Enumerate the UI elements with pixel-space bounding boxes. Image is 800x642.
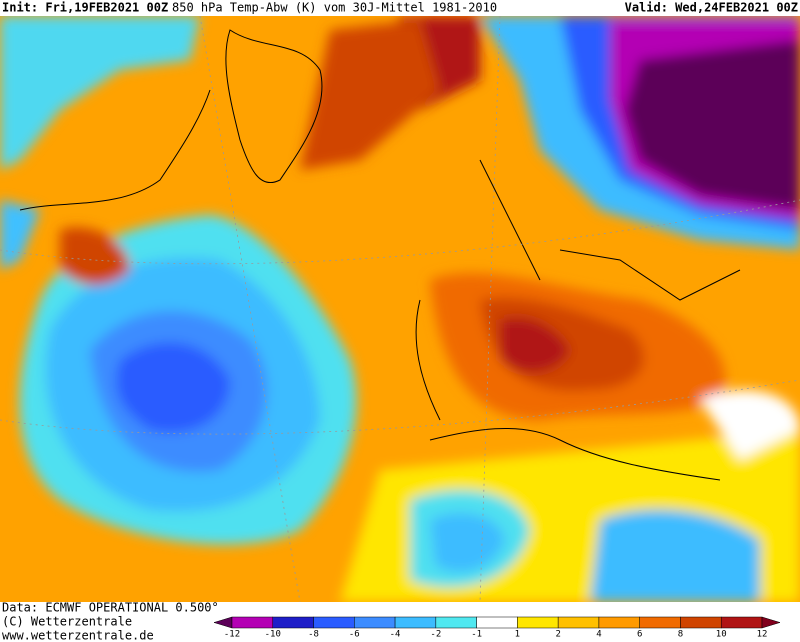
colorbar-segment: [720, 616, 763, 629]
coastlines: [19, 29, 741, 481]
colorbar: -12 -10 -8 -6 -4 -2 -1 1 2 4 6 8 10 12: [213, 616, 781, 640]
colorbar-label: 8: [678, 630, 683, 640]
colorbar-label: 6: [637, 630, 642, 640]
colorbar-arrow: [761, 616, 781, 629]
colorbar-segment: [272, 616, 314, 629]
colorbar-segment: [231, 616, 274, 629]
colorbar-label: 2: [555, 630, 560, 640]
init-time: Init: Fri,19FEB2021 00Z: [2, 1, 168, 15]
colorbar-label: 12: [757, 630, 768, 640]
colorbar-segment: [476, 616, 518, 629]
colorbar-segment: [598, 616, 640, 629]
map-title: 850 hPa Temp-Abw (K) vom 30J-Mittel 1981…: [172, 1, 497, 15]
website: www.wetterzentrale.de: [2, 629, 154, 642]
colorbar-arrow: [213, 616, 233, 629]
map: [0, 16, 800, 602]
colorbar-label: 10: [716, 630, 727, 640]
copyright: (C) Wetterzentrale: [2, 615, 132, 629]
colorbar-segment: [557, 616, 600, 629]
valid-time: Valid: Wed,24FEB2021 00Z: [625, 1, 798, 15]
colorbar-segment: [639, 616, 681, 629]
colorbar-segment: [394, 616, 437, 629]
colorbar-label: 1: [515, 630, 520, 640]
colorbar-segment: [313, 616, 355, 629]
colorbar-label: -12: [224, 630, 240, 640]
colorbar-segment: [354, 616, 396, 629]
colorbar-segment: [680, 616, 722, 629]
colorbar-label: -4: [390, 630, 401, 640]
colorbar-label: -1: [471, 630, 482, 640]
data-source: Data: ECMWF OPERATIONAL 0.500°: [2, 601, 219, 615]
colorbar-label: -6: [349, 630, 360, 640]
colorbar-label: -10: [265, 630, 281, 640]
colorbar-label: -2: [430, 630, 441, 640]
colorbar-label: -8: [308, 630, 319, 640]
colorbar-label: 4: [596, 630, 601, 640]
colorbar-segment: [435, 616, 477, 629]
colorbar-segment: [517, 616, 559, 629]
